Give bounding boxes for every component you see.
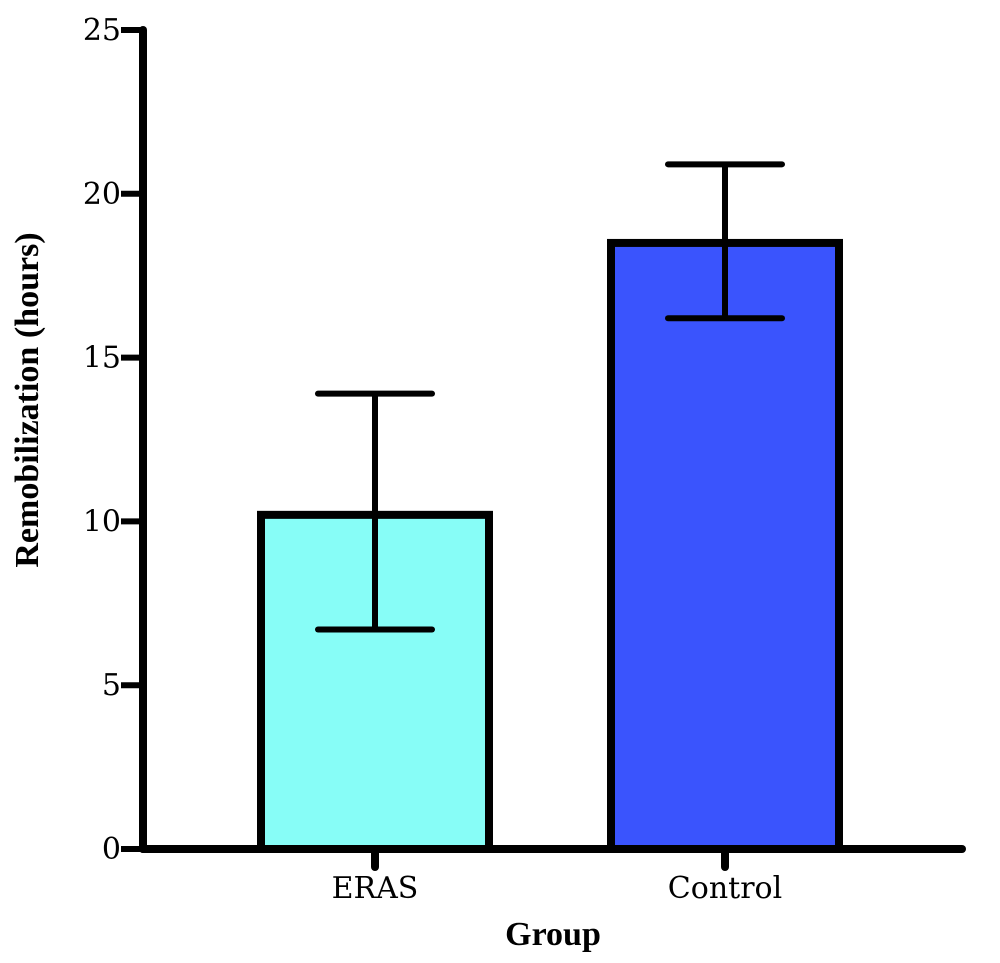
y-tick-label-10: 10 bbox=[83, 504, 121, 539]
y-tick-label-0: 0 bbox=[102, 832, 121, 867]
x-tick-label-control: Control bbox=[668, 871, 782, 906]
x-tick-label-eras: ERAS bbox=[332, 871, 419, 906]
y-tick-label-15: 15 bbox=[83, 341, 121, 376]
bars bbox=[257, 238, 843, 854]
y-tick-label-5: 5 bbox=[102, 668, 121, 703]
y-axis-title: Remobilization (hours) bbox=[9, 232, 46, 567]
x-axis-title: Group bbox=[505, 916, 601, 953]
y-axis-ticks: 0 5 10 15 20 25 bbox=[83, 13, 143, 867]
x-axis-ticks: ERAS Control bbox=[332, 845, 782, 906]
y-tick-label-25: 25 bbox=[83, 13, 121, 48]
error-bars bbox=[315, 161, 785, 633]
y-tick-label-20: 20 bbox=[83, 177, 121, 212]
bar-control bbox=[607, 238, 843, 853]
